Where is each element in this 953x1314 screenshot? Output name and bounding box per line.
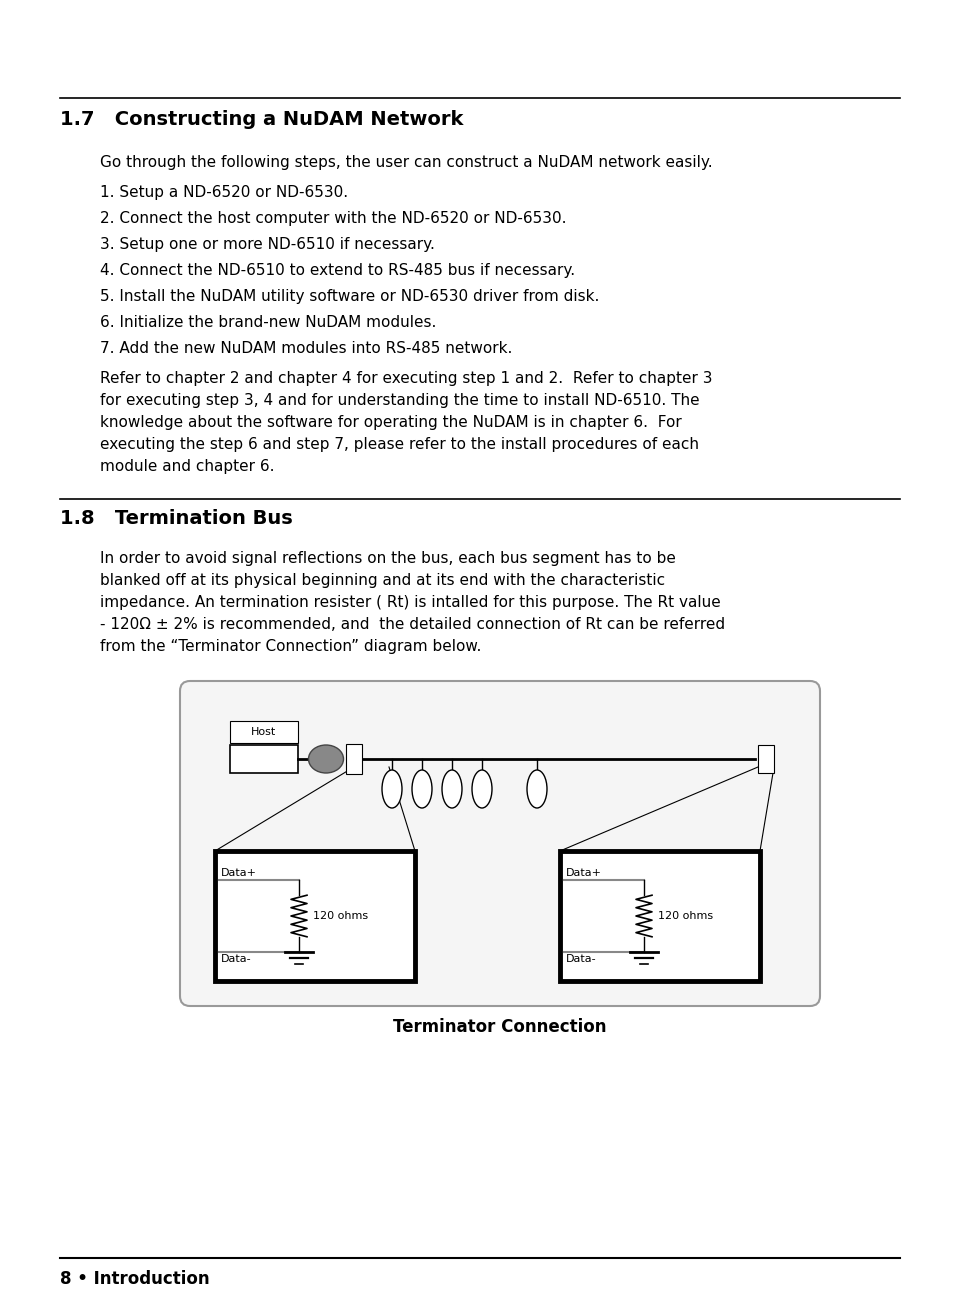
Text: impedance. An termination resister ( Rt) is intalled for this purpose. The Rt va: impedance. An termination resister ( Rt)…: [100, 595, 720, 610]
Text: 3. Setup one or more ND-6510 if necessary.: 3. Setup one or more ND-6510 if necessar…: [100, 237, 435, 252]
Bar: [346, 744, 361, 774]
Text: Host: Host: [251, 727, 276, 737]
Text: 8 • Introduction: 8 • Introduction: [60, 1271, 210, 1288]
Text: module and chapter 6.: module and chapter 6.: [100, 459, 274, 474]
Text: from the “Terminator Connection” diagram below.: from the “Terminator Connection” diagram…: [100, 639, 481, 654]
Ellipse shape: [308, 745, 343, 773]
Text: 5. Install the NuDAM utility software or ND-6530 driver from disk.: 5. Install the NuDAM utility software or…: [100, 289, 598, 304]
Text: Data+: Data+: [565, 867, 601, 878]
Text: knowledge about the software for operating the NuDAM is in chapter 6.  For: knowledge about the software for operati…: [100, 415, 681, 430]
Bar: [559, 851, 760, 982]
Bar: [214, 851, 415, 982]
Text: Data-: Data-: [565, 954, 596, 964]
FancyBboxPatch shape: [180, 681, 820, 1007]
Text: executing the step 6 and step 7, please refer to the install procedures of each: executing the step 6 and step 7, please …: [100, 438, 699, 452]
Text: Data+: Data+: [221, 867, 256, 878]
Text: 4. Connect the ND-6510 to extend to RS-485 bus if necessary.: 4. Connect the ND-6510 to extend to RS-4…: [100, 263, 575, 279]
Text: Go through the following steps, the user can construct a NuDAM network easily.: Go through the following steps, the user…: [100, 155, 712, 170]
Text: 1. Setup a ND-6520 or ND-6530.: 1. Setup a ND-6520 or ND-6530.: [100, 185, 348, 200]
Ellipse shape: [472, 770, 492, 808]
Ellipse shape: [412, 770, 432, 808]
Text: Terminator Connection: Terminator Connection: [393, 1018, 606, 1035]
Text: for executing step 3, 4 and for understanding the time to install ND-6510. The: for executing step 3, 4 and for understa…: [100, 393, 699, 409]
Bar: [758, 745, 773, 773]
Ellipse shape: [381, 770, 401, 808]
Text: - 120Ω ± 2% is recommended, and  the detailed connection of Rt can be referred: - 120Ω ± 2% is recommended, and the deta…: [100, 618, 724, 632]
Text: Data-: Data-: [221, 954, 252, 964]
Text: 120 ohms: 120 ohms: [658, 911, 713, 921]
Text: Refer to chapter 2 and chapter 4 for executing step 1 and 2.  Refer to chapter 3: Refer to chapter 2 and chapter 4 for exe…: [100, 371, 712, 386]
Text: 1.7   Constructing a NuDAM Network: 1.7 Constructing a NuDAM Network: [60, 110, 463, 129]
Text: 7. Add the new NuDAM modules into RS-485 network.: 7. Add the new NuDAM modules into RS-485…: [100, 342, 512, 356]
Ellipse shape: [526, 770, 546, 808]
Text: blanked off at its physical beginning and at its end with the characteristic: blanked off at its physical beginning an…: [100, 573, 664, 587]
Text: 1.8   Termination Bus: 1.8 Termination Bus: [60, 509, 293, 528]
Text: 6. Initialize the brand-new NuDAM modules.: 6. Initialize the brand-new NuDAM module…: [100, 315, 436, 330]
Text: In order to avoid signal reflections on the bus, each bus segment has to be: In order to avoid signal reflections on …: [100, 551, 675, 566]
Text: 120 ohms: 120 ohms: [313, 911, 368, 921]
Text: 2. Connect the host computer with the ND-6520 or ND-6530.: 2. Connect the host computer with the ND…: [100, 212, 566, 226]
Ellipse shape: [441, 770, 461, 808]
Bar: [230, 745, 297, 773]
Bar: [230, 721, 297, 742]
